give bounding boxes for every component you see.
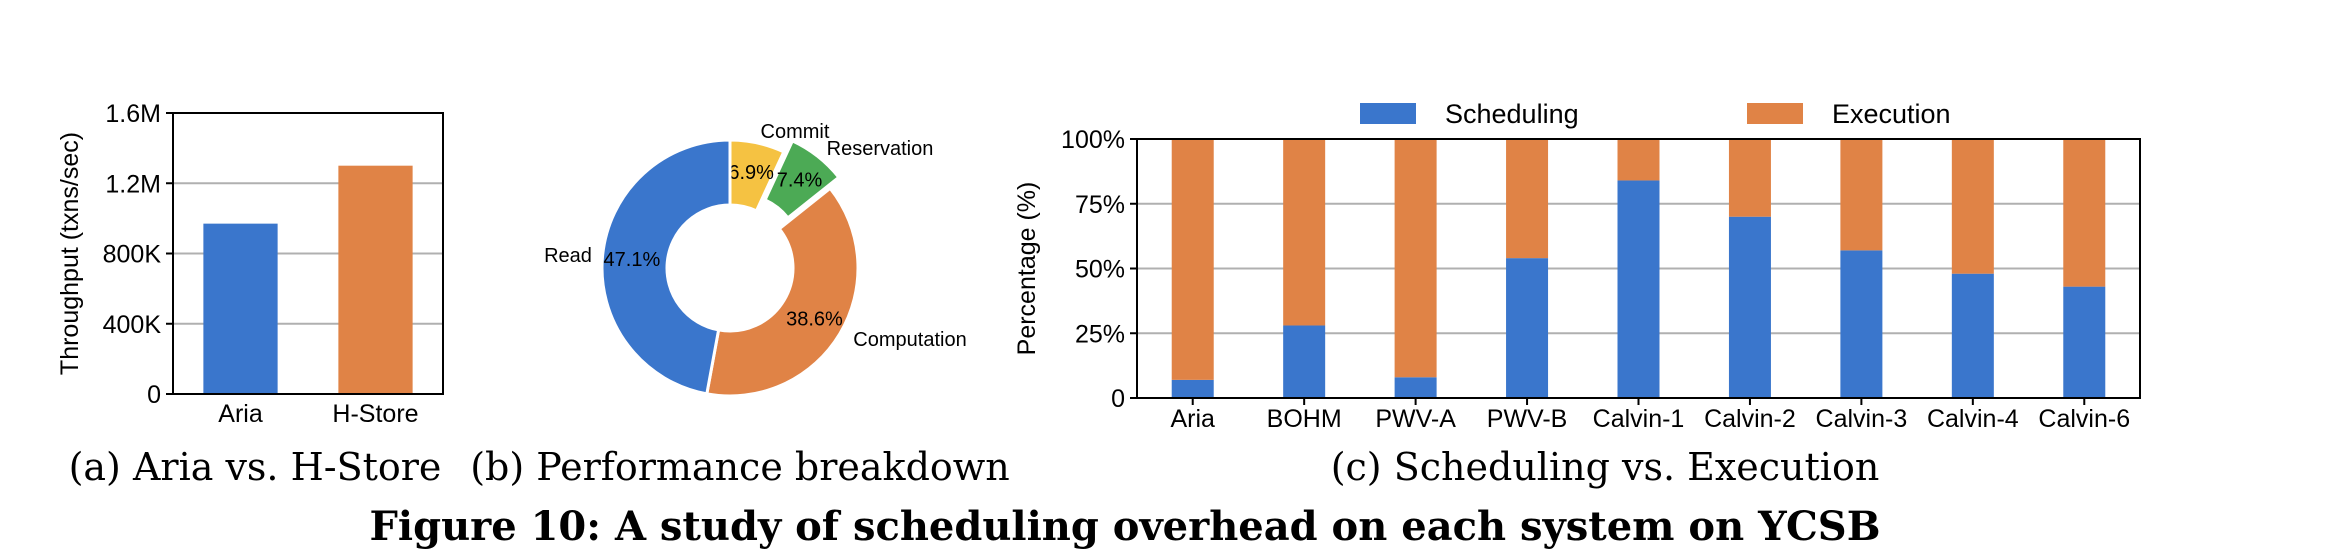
slice-label: Commit — [761, 121, 830, 143]
bar-execution — [1171, 139, 1214, 380]
bar-scheduling — [1171, 379, 1214, 398]
chart-a-throughput: 0 400K 800K 1.2M 1.6M Aria H-Store Throughput (… — [56, 100, 444, 428]
slice-commit — [728, 138, 786, 213]
caption-b: (b) Performance breakdown — [470, 445, 1010, 489]
slice-label: Reservation — [827, 138, 934, 160]
x-tick-label: H-Store — [332, 400, 418, 428]
x-tick-label: BOHM — [1267, 405, 1342, 433]
x-tick-label: Aria — [1170, 405, 1215, 433]
y-tick-label: 1.2M — [105, 170, 161, 198]
pct-label: 38.6% — [786, 309, 843, 331]
bar-scheduling — [2063, 286, 2106, 398]
legend-swatch — [1360, 103, 1416, 124]
bar-execution — [1617, 139, 1660, 181]
y-tick-label: 800K — [103, 241, 162, 269]
y-tick-label: 400K — [103, 311, 162, 339]
bar-execution — [1283, 139, 1326, 326]
slice-label: Computation — [853, 329, 966, 351]
pct-label: 7.4% — [777, 170, 823, 192]
y-axis-label: Throughput (txns/sec) — [56, 132, 84, 375]
x-tick-label: Calvin-3 — [1816, 405, 1908, 433]
x-tick-label: Calvin-1 — [1593, 405, 1685, 433]
slice-reservation — [763, 138, 841, 220]
bar-scheduling — [1506, 258, 1549, 398]
x-tick-label: PWV-A — [1375, 405, 1456, 433]
y-tick-label: 100% — [1061, 126, 1125, 154]
y-tick-label: 0 — [147, 381, 161, 409]
x-tick-label: Calvin-4 — [1927, 405, 2019, 433]
y-axis-label: Percentage (%) — [1013, 182, 1041, 356]
y-tick-label: 25% — [1075, 320, 1125, 348]
pct-label: 47.1% — [604, 249, 661, 271]
bar-execution — [2063, 139, 2106, 287]
bar-scheduling — [1283, 325, 1326, 398]
bar-execution — [1394, 139, 1437, 378]
slice-computation — [705, 186, 860, 398]
bar-execution — [1506, 139, 1549, 259]
x-tick-label: Aria — [218, 400, 263, 428]
bar-scheduling — [1617, 180, 1660, 398]
legend-label: Execution — [1832, 99, 1951, 129]
x-tick-label: Calvin-6 — [2038, 405, 2130, 433]
bar-aria — [203, 223, 278, 394]
bar-scheduling — [1728, 216, 1771, 398]
slice-label: Read — [544, 245, 592, 267]
x-tick-label: Calvin-2 — [1704, 405, 1796, 433]
bar-scheduling — [1394, 377, 1437, 398]
bar-h-store — [338, 165, 413, 394]
y-tick-label: 50% — [1075, 256, 1125, 284]
bar-scheduling — [1840, 250, 1883, 398]
bar-scheduling — [1951, 273, 1994, 398]
legend-label: Scheduling — [1445, 99, 1579, 129]
plot-frame — [1136, 138, 2141, 399]
y-tick-label: 75% — [1075, 191, 1125, 219]
pct-label: 6.9% — [728, 162, 774, 184]
figure-title: Figure 10: A study of scheduling overhea… — [370, 503, 1881, 550]
chart-c-scheduling-vs-execution: 0 25% 50% 75% 100% Aria BOHM PWV-A PWV-B Calvin-1… — [1013, 99, 2141, 433]
caption-a: (a) Aria vs. H-Store — [69, 445, 442, 489]
plot-frame — [172, 112, 444, 395]
bar-execution — [1728, 139, 1771, 217]
x-tick-label: PWV-B — [1487, 405, 1568, 433]
y-tick-label: 1.6M — [105, 100, 161, 128]
bar-execution — [1951, 139, 1994, 274]
y-tick-label: 0 — [1111, 385, 1125, 413]
chart-b-breakdown: 6.9% Commit 7.4%Reservation 38.6% Computatio… — [544, 121, 967, 398]
caption-c: (c) Scheduling vs. Execution — [1331, 445, 1880, 489]
bar-execution — [1840, 139, 1883, 251]
legend-swatch — [1747, 103, 1803, 124]
slice-read — [600, 138, 732, 396]
